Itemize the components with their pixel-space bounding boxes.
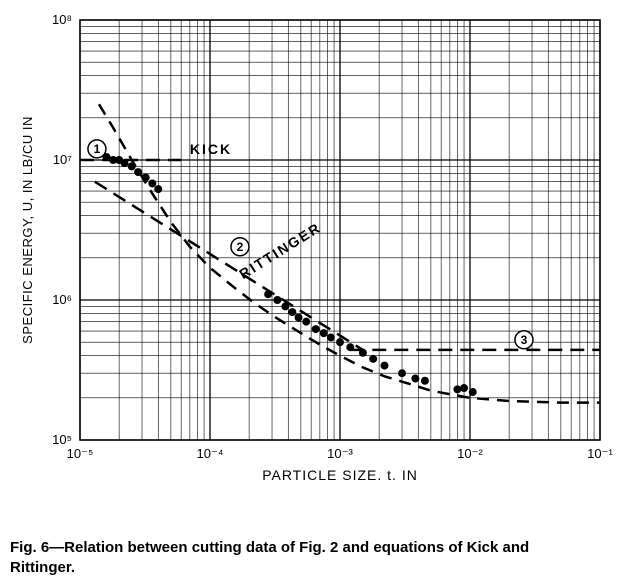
svg-text:10⁶: 10⁶ <box>52 292 72 307</box>
svg-text:KICK: KICK <box>190 141 232 157</box>
svg-text:10⁻²: 10⁻² <box>457 446 483 461</box>
svg-text:10⁻¹: 10⁻¹ <box>587 446 613 461</box>
figure-caption: Fig. 6—Relation between cutting data of … <box>10 538 590 577</box>
log-log-chart: 10⁻⁵ 10⁻⁴ 10⁻³ 10⁻² 10⁻¹ 10⁵ 10⁶ 10⁷ 10⁸ PARTICLE… <box>10 10 614 480</box>
svg-text:10⁵: 10⁵ <box>52 432 72 447</box>
svg-text:10⁻³: 10⁻³ <box>327 446 353 461</box>
svg-text:2: 2 <box>237 240 244 254</box>
svg-text:1: 1 <box>94 142 101 156</box>
svg-text:10⁻⁴: 10⁻⁴ <box>197 446 224 461</box>
svg-text:PARTICLE SIZE, t, IN: PARTICLE SIZE, t, IN <box>262 467 418 480</box>
chart-container: 10⁻⁵ 10⁻⁴ 10⁻³ 10⁻² 10⁻¹ 10⁵ 10⁶ 10⁷ 10⁸ PARTICLE… <box>10 10 614 530</box>
svg-text:10⁸: 10⁸ <box>52 12 72 27</box>
svg-text:10⁷: 10⁷ <box>53 152 72 167</box>
svg-text:3: 3 <box>521 333 528 347</box>
svg-text:SPECIFIC ENERGY, U, IN LB/CU I: SPECIFIC ENERGY, U, IN LB/CU IN <box>20 116 35 344</box>
svg-text:10⁻⁵: 10⁻⁵ <box>67 446 94 461</box>
